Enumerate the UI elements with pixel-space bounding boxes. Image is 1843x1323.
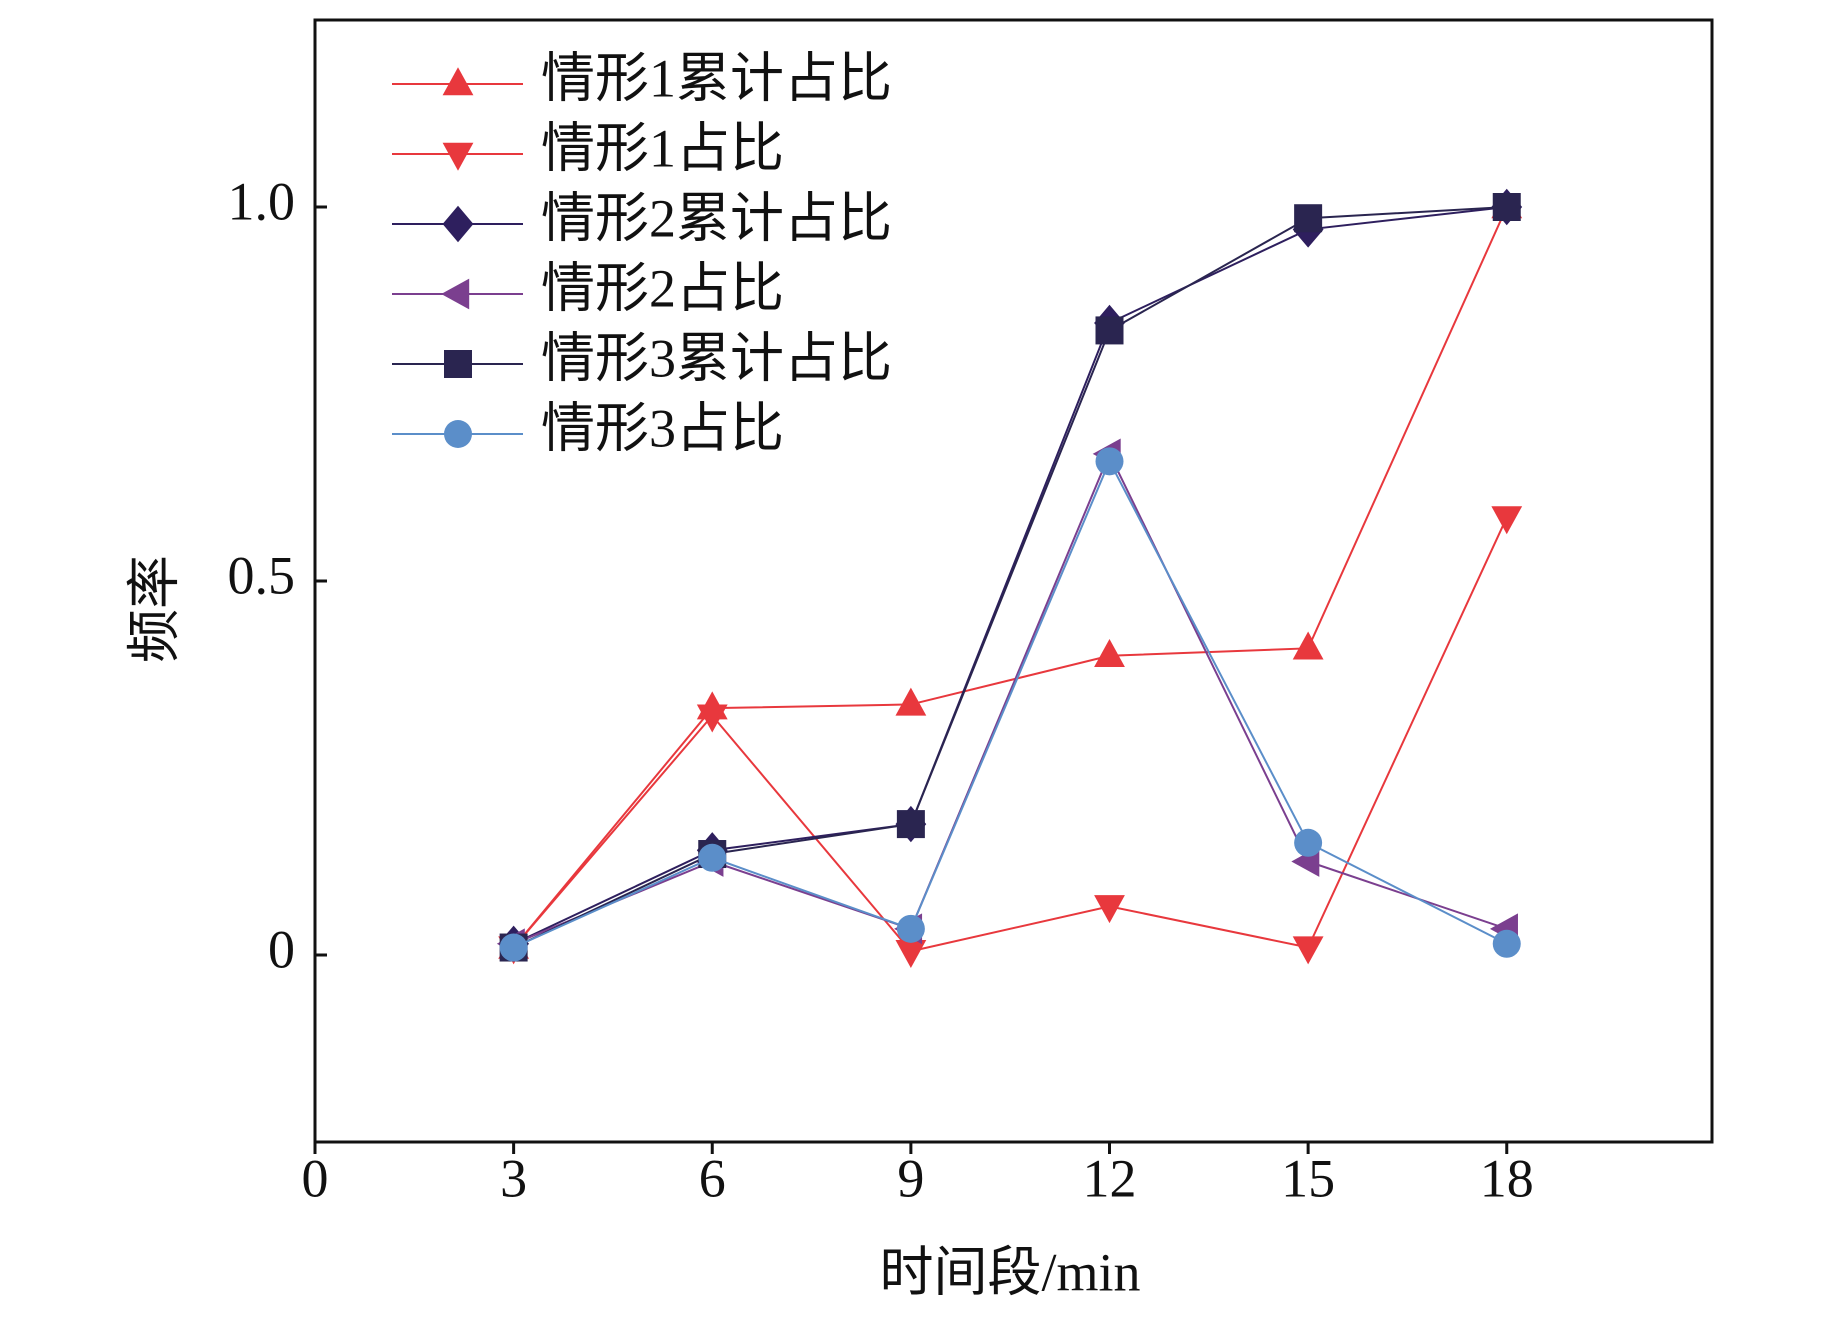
x-axis-title: 时间段/min: [879, 1242, 1140, 1302]
legend-marker: [441, 278, 470, 310]
series-line: [513, 206, 1507, 949]
marker: [1095, 316, 1124, 345]
marker: [1292, 631, 1324, 660]
marker: [1492, 929, 1521, 958]
x-tick-label: 6: [699, 1148, 726, 1208]
series-line: [513, 206, 1507, 945]
x-tick-label: 3: [500, 1148, 527, 1208]
marker: [895, 940, 927, 969]
x-tick-label: 0: [302, 1148, 329, 1208]
marker: [698, 843, 727, 872]
y-tick-label: 0.5: [228, 545, 296, 605]
legend-label: 情形3占比: [541, 398, 784, 458]
marker: [896, 810, 925, 839]
marker: [1292, 936, 1324, 965]
marker: [1294, 204, 1323, 233]
legend-marker: [442, 142, 474, 171]
marker: [1094, 639, 1125, 667]
marker: [1294, 828, 1323, 857]
legend-marker: [444, 350, 472, 378]
series-line: [513, 458, 1508, 949]
marker: [1094, 895, 1125, 924]
legend-label: 情形1占比: [541, 118, 784, 178]
series-line: [512, 206, 1508, 949]
x-tick-label: 12: [1083, 1148, 1137, 1208]
series-line: [512, 517, 1508, 953]
x-tick-label: 18: [1480, 1148, 1534, 1208]
marker: [696, 704, 728, 733]
legend-label: 情形2累计占比: [541, 188, 892, 248]
legend-label: 情形3累计占比: [541, 328, 892, 388]
marker: [1095, 447, 1124, 476]
marker: [895, 687, 927, 716]
legend-marker: [442, 205, 474, 243]
marker: [499, 933, 528, 962]
legend-label: 情形2占比: [541, 258, 784, 318]
plot-frame: [313, 18, 1714, 1144]
marker: [896, 914, 925, 943]
y-tick-label: 1.0: [228, 171, 296, 231]
legend-marker: [444, 420, 472, 448]
y-tick-label: 0: [268, 919, 295, 979]
marker: [1491, 506, 1523, 535]
legend-label: 情形1累计占比: [541, 48, 892, 108]
x-tick-label: 9: [897, 1148, 924, 1208]
series-line: [513, 451, 1508, 945]
legend-marker: [442, 67, 474, 96]
x-tick-label: 15: [1281, 1148, 1335, 1208]
y-axis-title: 频率: [124, 555, 184, 663]
marker: [1492, 193, 1521, 221]
